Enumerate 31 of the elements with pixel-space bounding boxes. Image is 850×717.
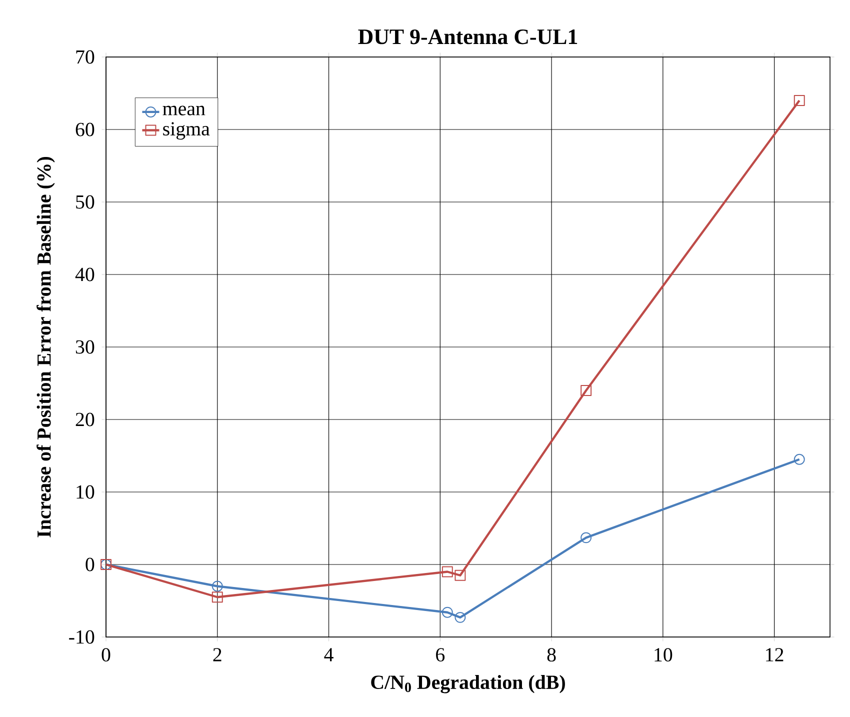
point <box>580 385 592 396</box>
x-tick-label: 8 <box>547 648 556 662</box>
y-tick-label: 20 <box>76 412 94 426</box>
point <box>454 570 466 581</box>
x-axis-title: C/N$_{0}$ Degradation (dB) <box>371 675 565 694</box>
x-tick-label: 6 <box>436 648 445 662</box>
chart-title: DUT 9-Antenna C-UL1 <box>358 29 578 44</box>
legend-label: mean <box>162 106 206 116</box>
point <box>212 580 223 592</box>
x-tick-label: 2 <box>213 648 222 662</box>
y-tick-label: 10 <box>76 485 94 499</box>
y-tick-label: -10 <box>69 630 94 644</box>
point <box>794 95 805 106</box>
x-tick-label: 0 <box>102 648 110 662</box>
y-tick-label: 0 <box>86 558 94 572</box>
y-tick-label: 50 <box>76 195 94 209</box>
legend-label: sigma <box>163 122 210 140</box>
y-axis-title: Increase of Position Error from Baseline (%) <box>36 156 55 538</box>
x-tick-label: 10 <box>654 648 672 662</box>
y-tick-label: 70 <box>76 50 94 64</box>
point <box>442 566 453 578</box>
y-tick-label: 40 <box>75 268 94 282</box>
x-tick-label: 4 <box>324 648 334 662</box>
point <box>580 532 592 544</box>
point <box>212 592 223 603</box>
point <box>454 612 466 623</box>
point <box>442 606 453 618</box>
x-tick-label: 12 <box>766 648 784 662</box>
point <box>794 454 805 465</box>
y-tick-label: 30 <box>76 340 94 354</box>
y-tick-label: 60 <box>76 122 94 136</box>
